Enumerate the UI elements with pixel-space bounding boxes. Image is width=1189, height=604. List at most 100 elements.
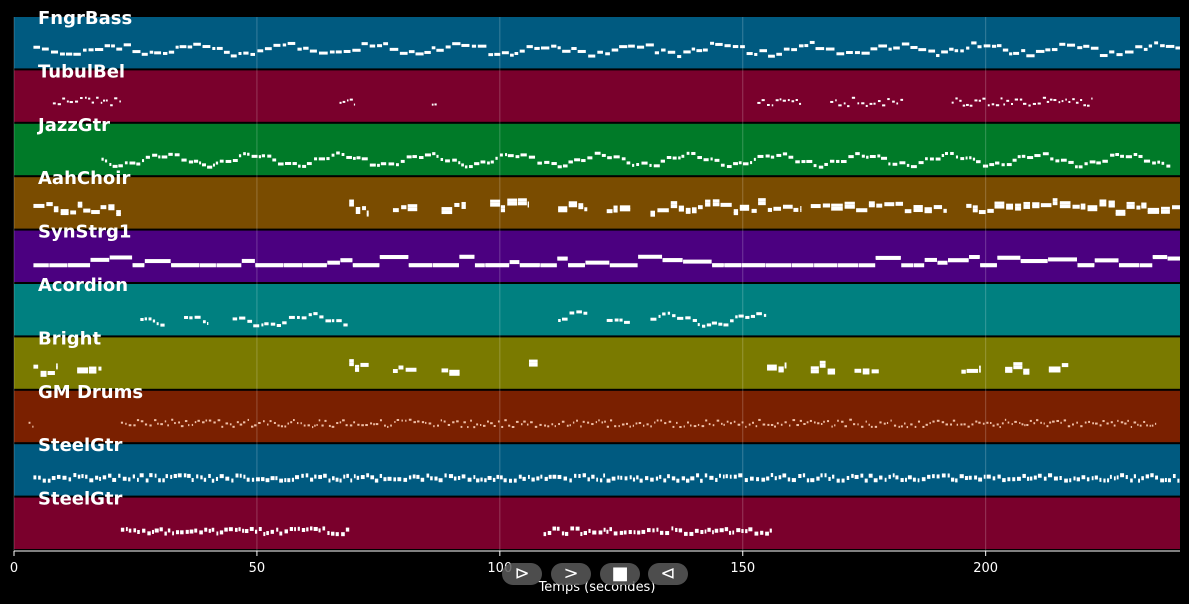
note bbox=[892, 162, 898, 166]
note bbox=[910, 45, 918, 49]
note bbox=[1015, 203, 1022, 207]
back-button[interactable]: ⊲ bbox=[648, 563, 688, 585]
note bbox=[744, 478, 748, 483]
track-lane bbox=[14, 284, 1180, 336]
note bbox=[992, 424, 995, 427]
note bbox=[273, 421, 276, 424]
note bbox=[318, 157, 325, 161]
note bbox=[561, 420, 565, 423]
note bbox=[697, 156, 702, 160]
note bbox=[610, 419, 613, 422]
note bbox=[357, 423, 360, 426]
note bbox=[225, 422, 229, 425]
note bbox=[128, 528, 132, 533]
note bbox=[978, 99, 981, 102]
note bbox=[509, 260, 520, 265]
note bbox=[284, 478, 287, 483]
forward-button[interactable]: > bbox=[551, 563, 591, 585]
note bbox=[540, 46, 550, 50]
note bbox=[90, 257, 110, 262]
note bbox=[201, 163, 206, 167]
note bbox=[745, 315, 750, 319]
play-button[interactable]: ⊳ bbox=[502, 563, 542, 585]
note bbox=[700, 530, 704, 535]
note bbox=[624, 476, 628, 481]
note bbox=[230, 54, 237, 58]
notes-group bbox=[28, 40, 1180, 537]
note bbox=[547, 530, 552, 535]
note bbox=[180, 425, 184, 428]
note bbox=[523, 420, 526, 423]
note bbox=[569, 424, 571, 427]
note bbox=[980, 263, 997, 267]
note bbox=[1019, 98, 1023, 101]
note bbox=[355, 364, 360, 368]
note bbox=[754, 52, 758, 56]
note bbox=[151, 529, 154, 534]
note bbox=[733, 162, 738, 166]
note bbox=[336, 422, 339, 425]
note bbox=[132, 263, 145, 267]
note bbox=[507, 201, 518, 206]
note bbox=[1165, 44, 1175, 48]
note bbox=[1172, 205, 1180, 210]
note bbox=[884, 477, 887, 482]
note bbox=[650, 477, 654, 482]
note bbox=[1055, 159, 1060, 163]
note bbox=[584, 207, 588, 212]
note bbox=[185, 529, 189, 534]
note bbox=[211, 527, 215, 532]
note bbox=[767, 367, 777, 371]
note bbox=[526, 45, 533, 49]
note bbox=[88, 48, 94, 52]
note bbox=[628, 530, 632, 535]
note bbox=[497, 420, 500, 423]
note bbox=[738, 473, 743, 478]
note bbox=[212, 47, 216, 51]
note bbox=[1094, 258, 1119, 262]
note bbox=[658, 314, 661, 318]
note bbox=[568, 204, 578, 208]
note bbox=[149, 424, 152, 427]
note bbox=[738, 314, 744, 318]
note bbox=[855, 152, 860, 156]
note bbox=[895, 475, 899, 480]
note bbox=[712, 202, 720, 207]
stop-button[interactable]: ■ bbox=[600, 563, 640, 585]
note bbox=[1043, 422, 1045, 425]
note bbox=[857, 423, 859, 426]
note bbox=[77, 370, 89, 374]
note bbox=[50, 50, 59, 54]
note bbox=[154, 528, 159, 533]
note bbox=[387, 425, 389, 428]
note bbox=[225, 159, 232, 163]
note bbox=[552, 474, 557, 479]
note bbox=[910, 165, 917, 169]
note bbox=[174, 153, 180, 157]
note bbox=[474, 263, 485, 268]
note bbox=[558, 423, 560, 426]
note bbox=[854, 51, 860, 55]
note bbox=[449, 369, 460, 374]
note bbox=[697, 205, 703, 210]
note bbox=[729, 422, 732, 425]
note bbox=[1087, 208, 1098, 212]
note bbox=[1015, 206, 1022, 211]
note bbox=[827, 420, 830, 423]
note bbox=[244, 529, 249, 534]
note bbox=[341, 532, 345, 537]
note bbox=[861, 425, 864, 428]
note bbox=[531, 477, 535, 482]
note bbox=[307, 424, 310, 427]
note bbox=[303, 46, 309, 50]
note bbox=[314, 474, 317, 479]
note bbox=[1152, 161, 1156, 165]
note bbox=[900, 425, 903, 428]
note bbox=[1143, 47, 1148, 51]
track-lane bbox=[14, 177, 1180, 229]
note bbox=[754, 531, 759, 536]
note bbox=[870, 47, 878, 51]
note bbox=[349, 362, 354, 367]
note bbox=[207, 165, 213, 169]
